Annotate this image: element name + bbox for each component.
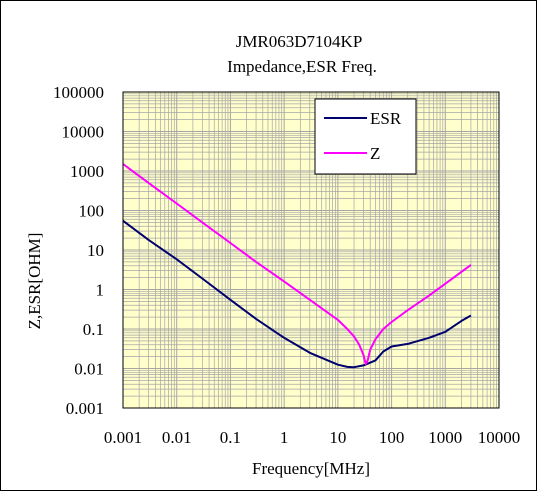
series-line-esr [122, 219, 472, 369]
x-tick-label: 10000 [478, 428, 521, 447]
y-tick-label: 100 [79, 202, 105, 221]
y-tick-label: 0.1 [83, 320, 104, 339]
y-tick-label: 10 [87, 241, 104, 260]
y-tick-label: 0.01 [74, 360, 104, 379]
x-tick-label: 1 [280, 428, 289, 447]
y-tick-label: 1000 [70, 162, 104, 181]
x-axis-label: Frequency[MHz] [252, 459, 370, 478]
y-tick-label: 0.001 [66, 399, 104, 418]
y-tick-labels: 0.001 0.01 0.1 1 10 100 1000 10000 100000 [53, 83, 104, 418]
x-tick-label: 0.01 [162, 428, 192, 447]
grid [122, 92, 499, 409]
chart-title: JMR063D7104KP [236, 32, 363, 51]
y-tick-label: 100000 [53, 83, 104, 102]
x-tick-label: 0.001 [104, 428, 142, 447]
plot-border [122, 91, 500, 409]
x-tick-label: 1000 [428, 428, 462, 447]
legend-z-label: Z [370, 144, 380, 163]
y-axis-label: Z,ESR[OHM] [25, 233, 44, 330]
y-tick-label: 10000 [62, 123, 105, 142]
series-line-z [122, 163, 472, 365]
legend-box [314, 98, 417, 175]
x-tick-label: 100 [379, 428, 405, 447]
x-tick-label: 10 [329, 428, 346, 447]
legend: ESR Z [314, 98, 417, 175]
series-group [122, 163, 472, 369]
x-tick-labels: 0.001 0.01 0.1 1 10 100 1000 10000 [104, 428, 520, 447]
chart-subtitle: Impedance,ESR Freq. [227, 57, 377, 76]
y-tick-label: 1 [96, 281, 105, 300]
x-tick-label: 0.1 [220, 428, 241, 447]
legend-esr-label: ESR [370, 109, 402, 128]
